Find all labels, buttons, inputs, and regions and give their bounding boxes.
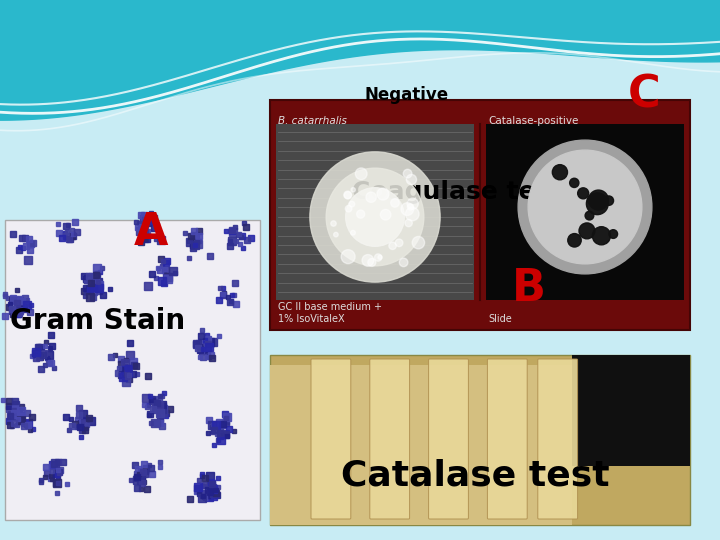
Circle shape [389, 242, 396, 249]
Circle shape [588, 190, 608, 210]
Circle shape [310, 152, 440, 282]
FancyBboxPatch shape [538, 359, 577, 519]
Circle shape [351, 187, 356, 192]
Text: Gram Stain: Gram Stain [9, 307, 185, 335]
FancyBboxPatch shape [487, 359, 527, 519]
FancyBboxPatch shape [270, 100, 690, 330]
Circle shape [407, 198, 418, 210]
Circle shape [403, 170, 412, 178]
Circle shape [344, 192, 351, 199]
Circle shape [609, 230, 618, 238]
Circle shape [406, 174, 417, 185]
Circle shape [579, 223, 595, 239]
Circle shape [552, 165, 567, 180]
Text: B. catarrhalis: B. catarrhalis [278, 116, 347, 126]
Circle shape [577, 188, 589, 199]
Circle shape [528, 150, 642, 264]
Circle shape [570, 178, 579, 187]
Circle shape [412, 237, 425, 249]
Text: Slide: Slide [488, 314, 512, 324]
Circle shape [400, 258, 408, 267]
FancyBboxPatch shape [311, 359, 351, 519]
Circle shape [395, 239, 403, 247]
FancyBboxPatch shape [276, 124, 474, 300]
Text: C: C [628, 73, 661, 116]
Circle shape [349, 201, 355, 207]
Circle shape [368, 258, 376, 266]
FancyBboxPatch shape [5, 220, 260, 520]
Circle shape [405, 207, 419, 221]
Circle shape [588, 195, 597, 205]
Text: Coagulase test: Coagulase test [352, 180, 562, 204]
Circle shape [356, 210, 365, 218]
FancyBboxPatch shape [428, 359, 469, 519]
Circle shape [362, 254, 374, 266]
FancyBboxPatch shape [486, 124, 684, 300]
Circle shape [401, 202, 414, 215]
Circle shape [356, 168, 367, 180]
Circle shape [346, 188, 405, 246]
FancyBboxPatch shape [572, 355, 690, 465]
Text: Catalase test: Catalase test [341, 458, 610, 492]
Circle shape [405, 219, 413, 227]
Circle shape [586, 193, 608, 215]
Text: B: B [512, 267, 546, 310]
FancyBboxPatch shape [370, 359, 410, 519]
FancyBboxPatch shape [270, 355, 690, 525]
Circle shape [378, 255, 382, 259]
Circle shape [344, 191, 351, 199]
Circle shape [518, 140, 652, 274]
Circle shape [391, 199, 399, 207]
FancyBboxPatch shape [270, 365, 572, 525]
Circle shape [366, 192, 377, 202]
Circle shape [326, 168, 424, 266]
Circle shape [333, 232, 338, 237]
Circle shape [351, 231, 356, 235]
Circle shape [377, 188, 389, 200]
Circle shape [346, 205, 352, 212]
Circle shape [330, 221, 336, 226]
Text: Negative: Negative [365, 85, 449, 104]
Circle shape [593, 227, 611, 245]
Circle shape [380, 210, 391, 220]
Circle shape [585, 211, 594, 220]
Text: A: A [134, 211, 168, 254]
Circle shape [374, 254, 382, 261]
Circle shape [408, 204, 413, 210]
Text: GC II base medium +
1% IsoVitaleX: GC II base medium + 1% IsoVitaleX [278, 302, 382, 324]
Circle shape [604, 196, 613, 205]
Circle shape [341, 249, 355, 264]
Circle shape [568, 234, 581, 247]
Text: Catalase-positive: Catalase-positive [488, 116, 578, 126]
